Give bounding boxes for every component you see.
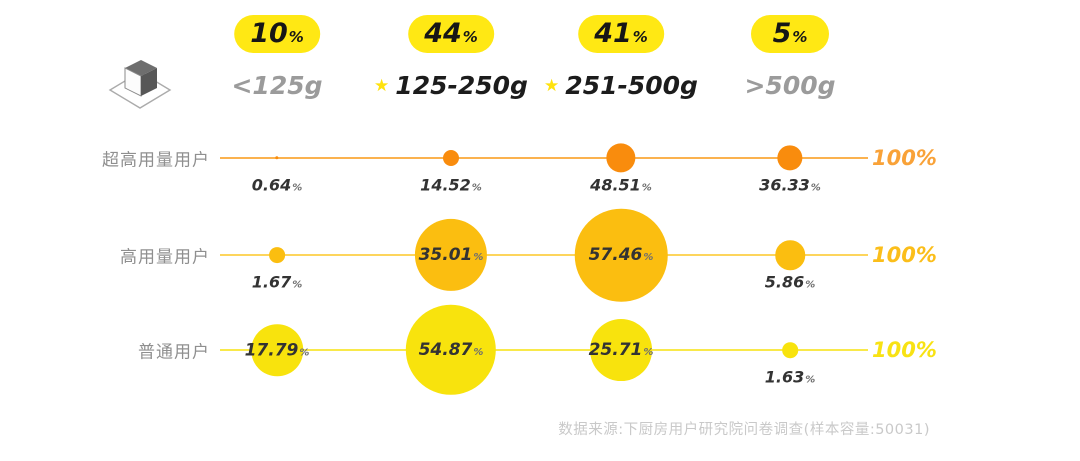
data-source-note: 数据来源:下厨房用户研究院问卷调查(样本容量:50031) xyxy=(558,422,930,438)
value-number: 14.52 xyxy=(420,175,471,195)
data-bubble xyxy=(777,145,803,171)
percent-sign: % xyxy=(462,28,478,46)
row-label: 普通用户 xyxy=(138,342,210,363)
value-label: 25.71% xyxy=(589,340,654,360)
share-pill-under-125g: 10% xyxy=(234,15,320,53)
share-value: 10 xyxy=(250,18,288,49)
value-number: 57.46 xyxy=(588,245,643,265)
value-label: 35.01% xyxy=(419,245,484,265)
value-number: 17.79 xyxy=(244,340,299,360)
data-bubble: 54.87% xyxy=(405,304,497,396)
data-bubble: 35.01% xyxy=(414,218,488,292)
range-label-125-250g: ★ 125-250g xyxy=(374,71,528,100)
percent-sign: % xyxy=(805,374,816,386)
row-total-label: 100% xyxy=(872,338,937,362)
percent-sign: % xyxy=(299,347,310,358)
value-label: 57.46% xyxy=(589,245,654,265)
value-number: 5.86 xyxy=(764,272,805,292)
value-label: 14.52% xyxy=(420,176,482,195)
percent-sign: % xyxy=(643,346,654,358)
value-number: 1.67 xyxy=(251,272,292,292)
value-label: 17.79% xyxy=(245,340,310,360)
share-value: 44 xyxy=(424,18,462,49)
data-bubble xyxy=(782,342,798,358)
data-bubble: 25.71% xyxy=(589,319,654,381)
star-icon: ★ xyxy=(374,76,390,96)
package-weight-icon xyxy=(104,54,176,116)
value-label: 54.87% xyxy=(419,340,484,360)
percent-sign: % xyxy=(810,182,821,194)
data-bubble: 57.46% xyxy=(574,208,668,302)
percent-sign: % xyxy=(471,182,482,194)
percent-sign: % xyxy=(641,182,652,194)
percent-sign: % xyxy=(292,182,303,194)
value-number: 35.01 xyxy=(418,245,473,265)
value-label: 36.33% xyxy=(759,176,821,195)
range-label-251-500g: ★ 251-500g xyxy=(544,71,698,100)
range-text: >500g xyxy=(744,71,836,100)
percent-sign: % xyxy=(643,252,654,263)
value-number: 48.51 xyxy=(590,175,641,195)
percent-sign: % xyxy=(292,279,303,291)
percent-sign: % xyxy=(473,252,484,263)
value-number: 25.71 xyxy=(588,339,643,360)
range-text: 251-500g xyxy=(565,71,698,100)
row-axis-line xyxy=(220,349,868,351)
percent-sign: % xyxy=(473,346,484,358)
data-bubble xyxy=(443,150,459,166)
value-number: 54.87 xyxy=(418,339,473,360)
range-label-over-500g: >500g xyxy=(744,71,835,100)
row-axis-line xyxy=(220,254,868,256)
value-label: 5.86% xyxy=(765,273,816,292)
percent-sign: % xyxy=(632,28,648,46)
value-label: 1.63% xyxy=(765,368,816,387)
value-label: 1.67% xyxy=(252,273,303,292)
value-label: 0.64% xyxy=(252,176,303,195)
data-bubble xyxy=(606,143,636,173)
share-value: 41 xyxy=(594,18,632,49)
star-icon: ★ xyxy=(544,76,560,96)
row-total-label: 100% xyxy=(872,243,937,267)
data-bubble xyxy=(275,156,279,160)
value-number: 0.64 xyxy=(251,175,292,195)
value-label: 48.51% xyxy=(590,176,652,195)
data-bubble xyxy=(269,247,285,263)
percent-sign: % xyxy=(792,28,808,46)
share-value: 5 xyxy=(772,18,792,49)
range-text: <125g xyxy=(231,71,323,100)
percent-sign: % xyxy=(288,28,304,46)
row-label: 高用量用户 xyxy=(120,247,210,268)
share-pill-251-500g: 41% xyxy=(578,15,664,53)
row-label: 超高用量用户 xyxy=(102,150,210,171)
range-text: 125-250g xyxy=(395,71,528,100)
data-bubble: 17.79% xyxy=(245,324,309,376)
data-bubble xyxy=(775,240,805,270)
row-axis-line xyxy=(220,157,868,159)
value-number: 1.63 xyxy=(764,367,805,387)
share-pill-125-250g: 44% xyxy=(408,15,494,53)
row-total-label: 100% xyxy=(872,146,937,170)
share-pill-over-500g: 5% xyxy=(751,15,829,53)
percent-sign: % xyxy=(805,279,816,291)
range-label-under-125g: <125g xyxy=(231,71,322,100)
value-number: 36.33 xyxy=(759,175,810,195)
